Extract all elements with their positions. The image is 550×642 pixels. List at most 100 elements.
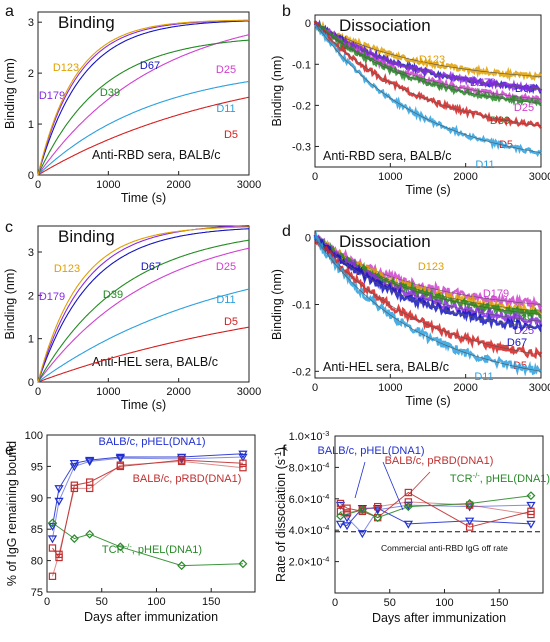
y-tick-label: 8.0×10-4 [289, 460, 331, 474]
series-D11: D11 [314, 23, 543, 171]
series-line [313, 234, 543, 327]
data-point [373, 502, 382, 511]
x-axis-label: Time (s) [121, 191, 166, 205]
data-point [177, 561, 187, 571]
data-point [70, 484, 79, 493]
data-point [342, 522, 352, 531]
x-tick-label: 1000 [378, 382, 402, 394]
series-line [37, 247, 250, 383]
series-line [37, 19, 249, 176]
x-tick-label: 0 [44, 596, 50, 608]
data-point [116, 461, 125, 469]
series-label: D67 [141, 261, 161, 273]
data-point [404, 488, 413, 497]
series-label: D11 [216, 103, 235, 115]
panel-letter: b [282, 3, 291, 20]
data-point [239, 463, 247, 472]
data-point [177, 457, 186, 466]
data-point [526, 501, 536, 510]
x-tick-label: 0 [35, 179, 41, 191]
data-point [238, 453, 248, 462]
data-point [373, 505, 383, 514]
series-line [52, 456, 244, 539]
x-tick-label: 1000 [96, 386, 120, 398]
label-arrows [354, 461, 431, 511]
x-tick-label: 0 [332, 597, 338, 609]
series-label: D179 [483, 288, 509, 300]
series-line [37, 239, 250, 383]
data-point [115, 455, 125, 464]
panel-letter: e [5, 442, 14, 459]
y-tick-label: 6.0×10-4 [289, 492, 331, 506]
series-D67: D67 [313, 234, 543, 349]
arrow [406, 471, 431, 497]
series-D11: D11 [313, 230, 542, 383]
series-line [52, 522, 244, 567]
series-line [37, 225, 249, 383]
series-line [313, 19, 542, 107]
series-D25: D25 [37, 247, 250, 383]
fit-line [314, 237, 542, 372]
series-line [37, 288, 250, 383]
x-tick-label: 2000 [166, 386, 190, 398]
data-point [465, 501, 474, 509]
series-label: BALB/c, pRBD(DNA1) [385, 455, 494, 467]
series-label: D123 [54, 263, 80, 275]
data-point [85, 456, 95, 465]
series-BALB-c-pHEL-DNA1-: BALB/c, pHEL(DNA1) [47, 436, 248, 544]
series-TCR-pHEL-DNA1-: TCR-/-, pHEL(DNA1) [336, 471, 550, 523]
series-D39: D39 [37, 239, 250, 383]
plot-frame [46, 434, 256, 593]
data-point [55, 550, 63, 559]
x-tick-label: 50 [384, 597, 396, 609]
data-point [336, 511, 345, 521]
data-point [85, 529, 95, 539]
data-point [526, 491, 536, 501]
y-tick-label: 85 [31, 524, 43, 536]
panel-letter: a [5, 3, 14, 20]
series-D179: D179 [37, 225, 249, 383]
series-label: D123 [53, 62, 79, 74]
series-line [37, 96, 250, 176]
y-tick-label: 3 [28, 247, 34, 259]
panel-letter: c [5, 219, 13, 236]
fit-line [314, 22, 542, 77]
reference-line-label: Commercial anti-RBD IgG off rate [381, 543, 508, 553]
data-point [69, 534, 79, 544]
data-point [54, 497, 64, 506]
panel-f: f 0 50 100 150 2.0×10-4 4.0×10-4 6.0×10-4 8.0×10… [273, 429, 550, 625]
series-label: TCR-/-, pHEL(DNA1) [102, 542, 202, 556]
data-point [48, 518, 57, 528]
panel-title: Dissociation [339, 16, 431, 35]
data-point [465, 523, 474, 531]
series-BALB-c-pRBD-DNA1-: BALB/c, pRBD(DNA1) [336, 455, 535, 531]
y-tick-label: 1 [28, 119, 34, 131]
data-point [177, 455, 187, 464]
series-label: BALB/c, pHEL(DNA1) [99, 436, 206, 448]
fit-line [314, 237, 542, 305]
panel-letter: d [282, 223, 291, 240]
y-tick-label: 2 [28, 290, 34, 302]
y-tick-label: 75 [31, 587, 43, 599]
series-line [37, 228, 250, 383]
y-tick-label: 3 [28, 17, 34, 29]
series-D5: D5 [37, 96, 250, 176]
x-tick-label: 2000 [166, 179, 190, 191]
x-axis-label: Time (s) [121, 398, 166, 412]
panel-b: b 0 1000 2000 3000 0 -0.1 -0.2 -0.3 Dissociation T… [270, 3, 550, 197]
data-point [403, 520, 413, 529]
series-line [340, 495, 532, 519]
x-tick-label: 1000 [378, 171, 402, 183]
panel-subtitle: Anti-HEL sera, BALB/c [92, 355, 218, 369]
data-point [404, 498, 413, 506]
x-axis-label: Days after immunization [372, 611, 506, 625]
panel-d: d 0 1000 2000 3000 0 -0.1 -0.2 Dissociation Time … [270, 223, 550, 408]
x-tick-label: 3000 [529, 382, 550, 394]
y-tick-label: -0.3 [292, 141, 311, 153]
series-label: D25 [216, 64, 236, 76]
fit-line [314, 22, 542, 104]
data-point [357, 530, 368, 539]
y-tick-label: 1.0×10-3 [289, 429, 330, 443]
panel-title: Binding [58, 227, 115, 246]
series-D39: D39 [37, 39, 250, 176]
